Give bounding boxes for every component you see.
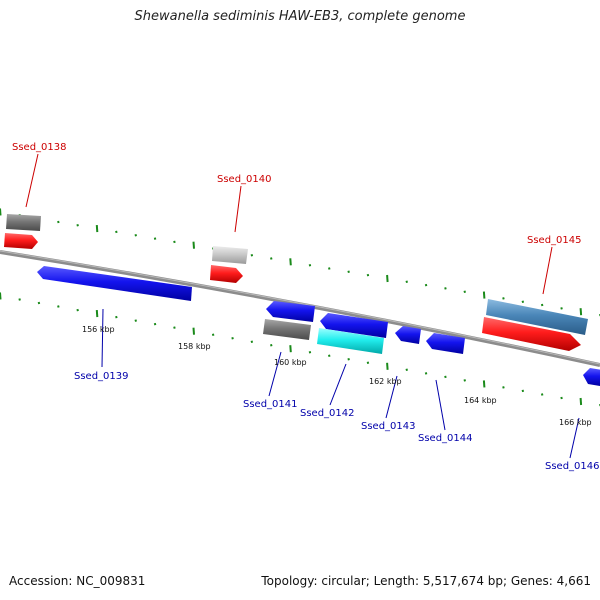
gene-label-ssed-0145: Ssed_0145 [527,235,582,246]
gene-labels: Ssed_0138 Ssed_0139 Ssed_0140 Ssed_0141 … [12,142,600,472]
scale-label: 156 kbp [82,325,115,334]
scale-tick [366,273,370,277]
scale-tick [366,361,370,365]
gene-arrow [320,313,388,338]
scale-tick [347,358,350,361]
gene-arrow [212,246,248,264]
gene-features [4,214,600,386]
scale-tick [95,225,99,233]
scale-tick [405,368,408,372]
scale-tick [153,237,157,240]
scale-tick [502,386,505,389]
scale-tick [37,301,41,305]
scale-tick [270,257,273,260]
gene-arrow [395,326,421,344]
map-title: Shewanella sediminis HAW-EB3, complete g… [134,9,466,24]
scale-tick [386,274,389,283]
scale-tick [211,333,215,336]
scale-tick [0,208,2,216]
scale-tick [463,379,466,382]
gene-arrow [317,328,384,354]
scale-tick [134,234,137,237]
scale-tick [560,396,563,400]
genome-summary-text: Topology: circular; Length: 5,517,674 bp… [261,574,591,588]
gene-arrow [482,317,581,351]
scale-tick [347,270,350,274]
scale-tick [289,258,292,266]
gene-label-ssed-0146: Ssed_0146 [545,461,600,472]
gene-arrow [426,333,465,354]
gene-label-ssed-0140: Ssed_0140 [217,174,272,185]
scale-tick [521,389,525,393]
scale-tick [444,375,447,379]
scale-tick [579,397,583,406]
scale-tick [270,343,273,347]
scale-tick [153,322,157,326]
scale-tick [463,290,466,293]
scale-tick [192,241,195,249]
gene-label-ssed-0143: Ssed_0143 [361,421,416,432]
scale-tick [521,300,525,303]
gene-label-ssed-0144: Ssed_0144 [418,433,473,444]
scale-tick [76,224,79,227]
scale-tick [502,297,505,300]
scale-label: 164 kbp [464,396,497,405]
scale-tick [424,283,428,287]
scale-tick [405,280,408,284]
scale-tick [250,253,254,257]
scale-tick [308,263,312,267]
scale-label: 166 kbp [559,418,592,427]
label-leader-lines [25,153,580,459]
accession-text: Accession: NC_009831 [9,574,146,588]
scale-tick [57,220,60,224]
scale-labels: 156 kbp 158 kbp 160 kbp 162 kbp 164 kbp … [82,325,592,427]
scale-label: 160 kbp [274,358,307,367]
gene-arrow [210,265,243,283]
scale-tick [540,303,544,307]
gene-label-ssed-0139: Ssed_0139 [74,371,129,382]
scale-tick [95,310,99,318]
scale-tick [115,230,118,234]
scale-tick [57,305,60,308]
gene-label-ssed-0141: Ssed_0141 [243,399,298,410]
scale-tick [0,292,2,300]
scale-tick [231,336,234,340]
scale-tick [173,326,176,329]
gene-label-ssed-0142: Ssed_0142 [300,408,355,419]
scale-tick [328,267,331,270]
scale-tick [192,327,195,335]
scale-tick [76,308,79,312]
scale-tick [173,240,176,244]
scale-label: 162 kbp [369,377,402,386]
scale-tick [424,372,428,375]
scale-tick [134,319,137,322]
gene-label-ssed-0138: Ssed_0138 [12,142,67,153]
gene-arrow [4,233,38,249]
scale-tick [540,393,544,396]
scale-tick [482,380,486,388]
gene-arrow [266,301,315,322]
scale-tick [386,362,389,370]
scale-tick [560,307,563,310]
scale-tick [328,354,331,358]
gene-arrow [37,266,192,301]
scale-tick [250,340,254,343]
scale-tick [308,351,312,354]
scale-tick [18,298,21,301]
scale-tick [482,291,486,299]
gene-arrow [583,368,600,386]
scale-tick [444,287,447,290]
scale-tick [115,315,118,319]
gene-arrow [263,319,311,340]
scale-tick [289,345,292,353]
gene-arrow [486,299,588,335]
scale-tick [579,308,583,316]
scale-label: 158 kbp [178,342,211,351]
gene-arrow [6,214,41,231]
